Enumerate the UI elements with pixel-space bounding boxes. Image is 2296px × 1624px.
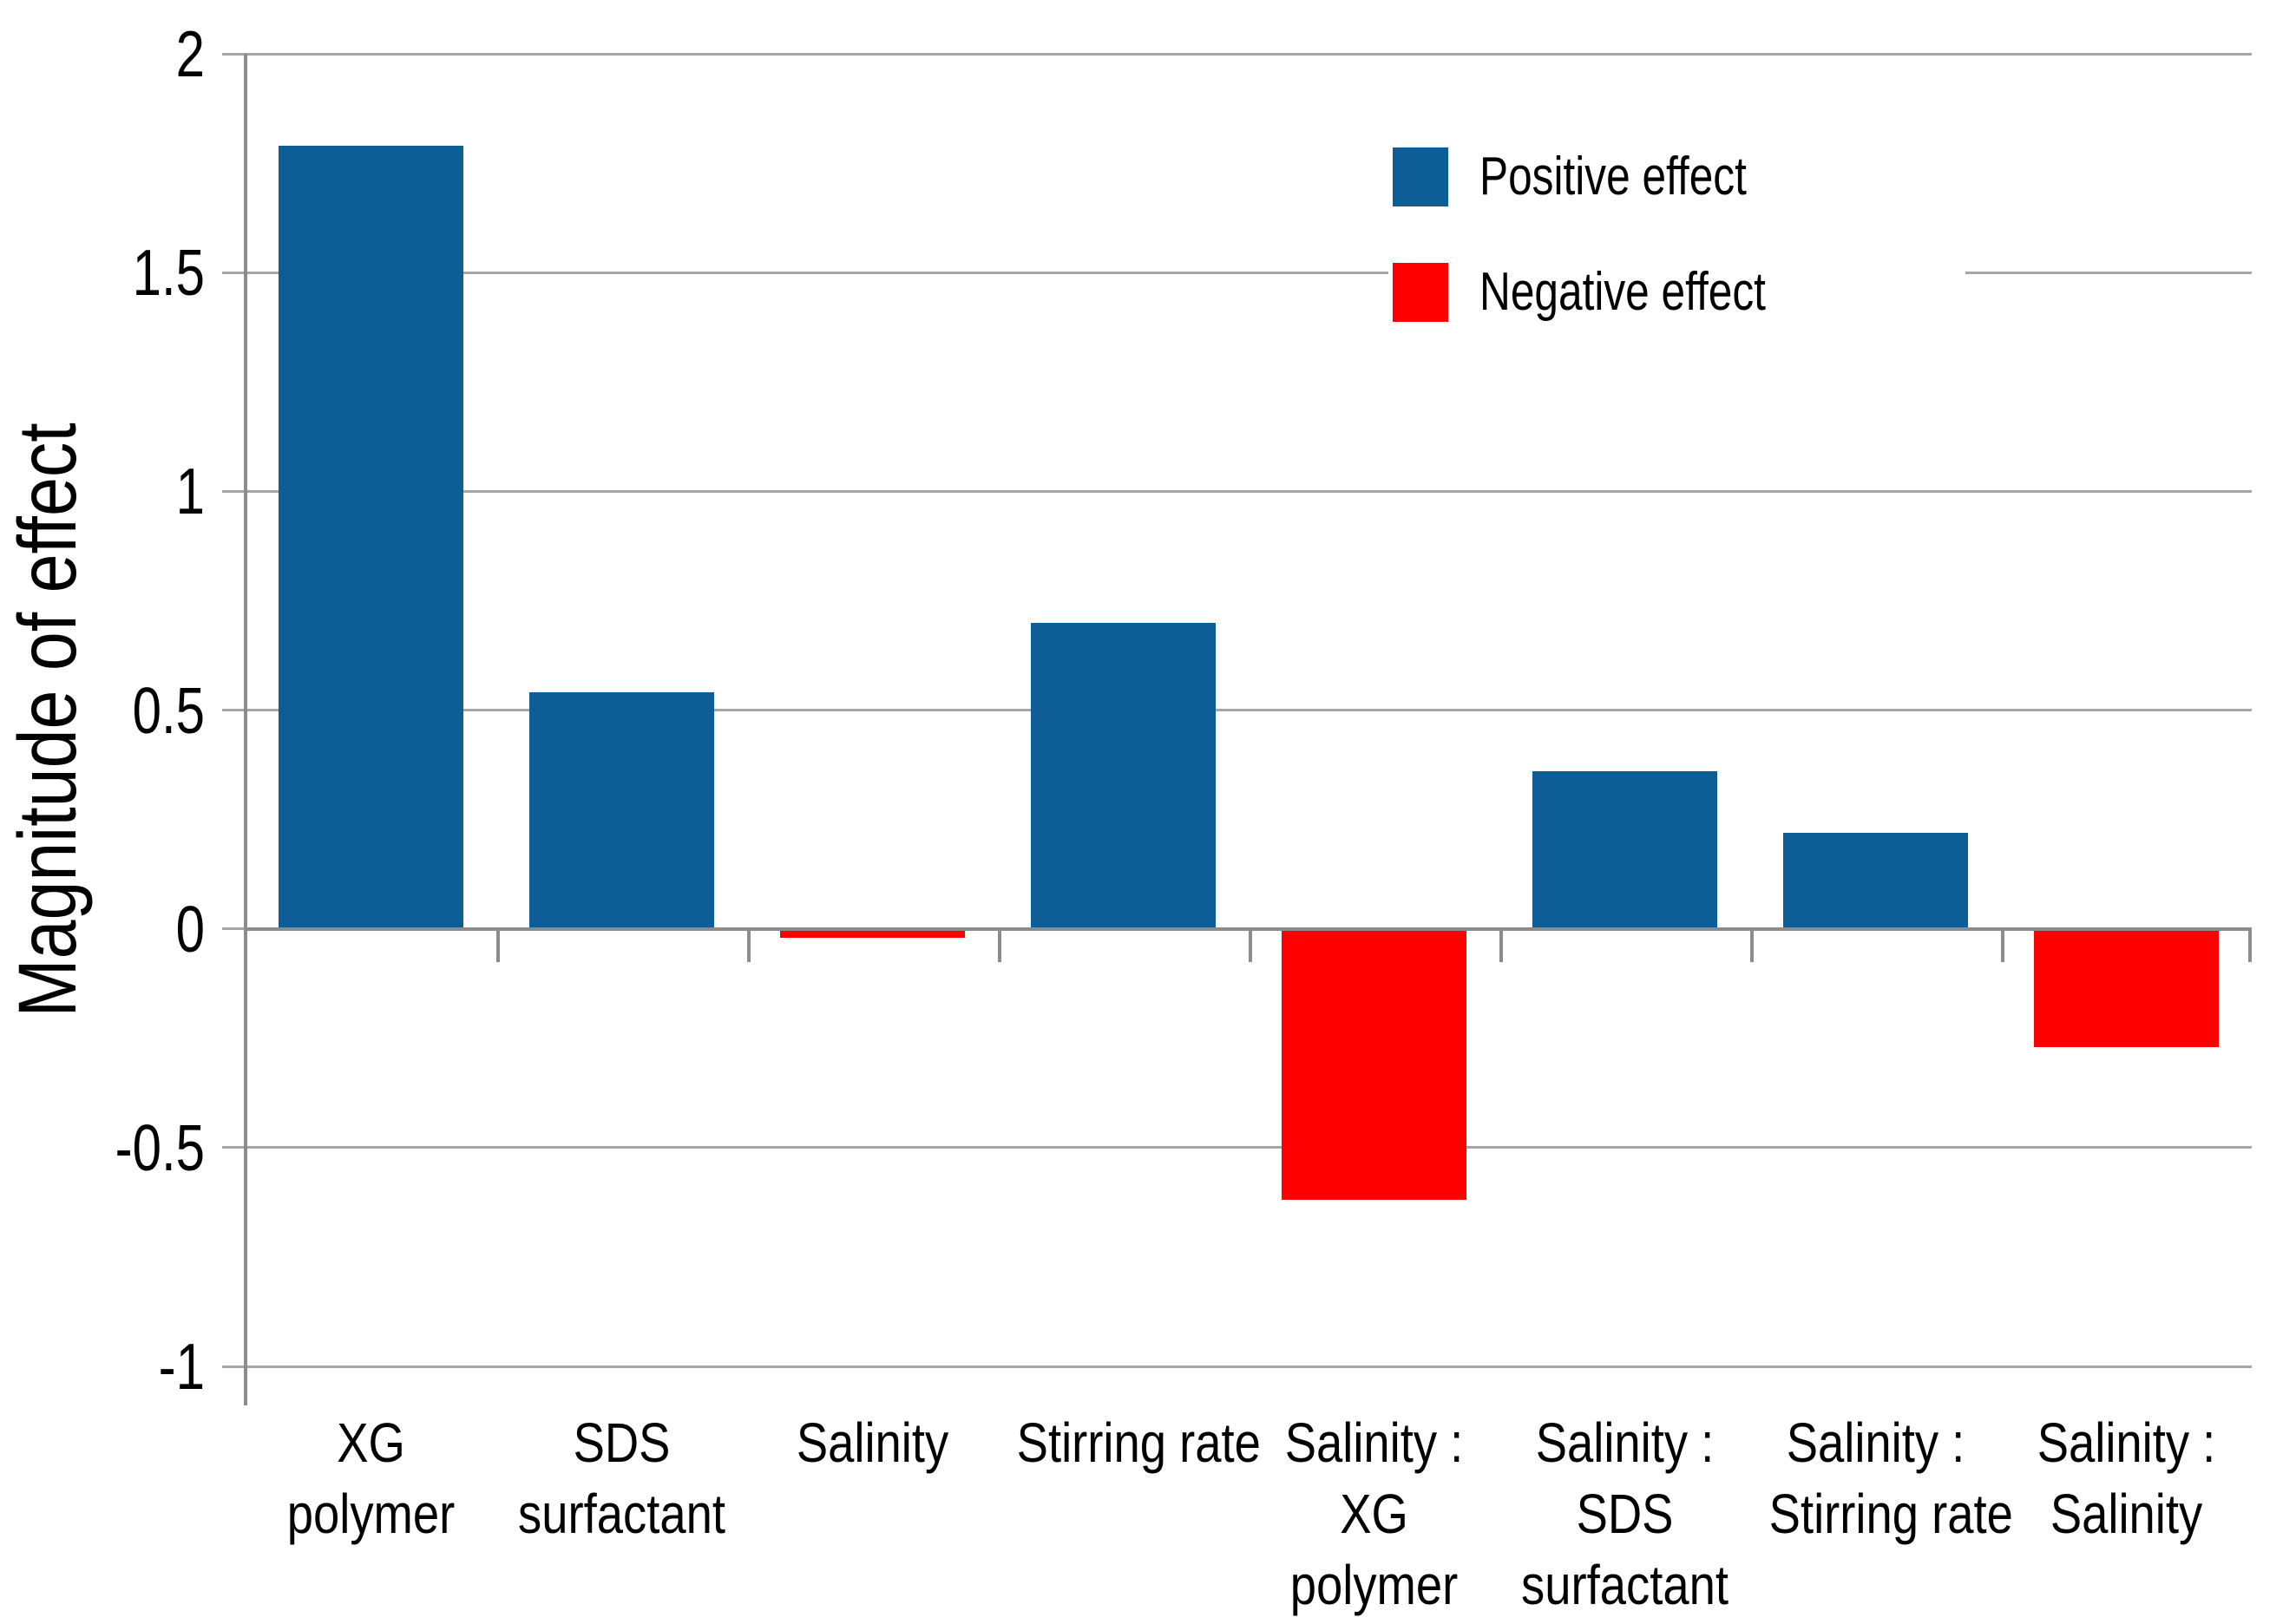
x-axis-tick (496, 928, 500, 962)
x-axis-tick (747, 928, 751, 962)
bar-salinity (780, 928, 965, 938)
x-category-label: XG polymer (265, 1407, 478, 1549)
gridline-y-2 (222, 52, 2252, 56)
x-category-label-line: Salinity : (2037, 1411, 2216, 1474)
gridline-y--1 (222, 1365, 2252, 1368)
x-category-label-line: Salinity : (1284, 1411, 1464, 1474)
legend-swatch-positive-effect (1393, 147, 1448, 206)
y-axis-line (244, 54, 247, 1405)
legend-swatch-negative-effect (1393, 263, 1448, 322)
x-category-label: Salinity : Stirring rate (1768, 1407, 2013, 1549)
x-category-label: Salinity (766, 1407, 980, 1478)
x-axis-tick (2248, 928, 2252, 962)
x-category-label-line: Stirring rate (1016, 1411, 1261, 1474)
x-category-label-line: Salinity (796, 1411, 949, 1474)
gridline-y-0.5 (222, 709, 2252, 711)
x-category-label-line: SDS (1576, 1483, 1674, 1545)
y-tick-label: -0.5 (115, 1110, 205, 1184)
bar-salinity-xg-polymer (1282, 928, 1466, 1201)
y-tick-label: 0 (175, 892, 205, 966)
bar-stirring-rate (1031, 622, 1216, 929)
gridline-y-1 (222, 489, 2252, 493)
x-category-label-line: Salinity : (1786, 1411, 1965, 1474)
x-category-label: Stirring rate (1016, 1407, 1261, 1478)
x-axis-tick (1499, 928, 1503, 962)
y-tick-label: 0.5 (132, 673, 205, 747)
x-axis-tick (2001, 928, 2004, 962)
legend-label-negative-effect: Negative effect (1479, 262, 1766, 322)
legend: Positive effect Negative effect (1388, 128, 1965, 341)
x-category-label: Salinity : XG polymer (1268, 1407, 1481, 1621)
x-category-label-line: Salinity (2050, 1483, 2203, 1545)
bar-salinity-sds-surfactant (1532, 771, 1717, 929)
x-axis-tick (1249, 928, 1252, 962)
bar-sds-surfactant (529, 692, 714, 929)
x-category-label-line: Salinity : (1535, 1411, 1715, 1474)
x-category-label-line: polymer (1289, 1554, 1459, 1616)
bar-salinity-salinity (2034, 928, 2219, 1047)
y-axis-title: Magnitude of effect (2, 422, 94, 1018)
x-category-label-line: XG (1340, 1483, 1408, 1545)
bar-salinity-stirring-rate (1783, 832, 1968, 929)
x-category-label: SDS surfactant (515, 1407, 729, 1549)
x-category-label-line: surfactant (518, 1483, 725, 1545)
y-tick-label: 2 (175, 17, 205, 90)
legend-item-negative: Negative effect (1393, 263, 1837, 322)
legend-label-positive-effect: Positive effect (1479, 147, 1747, 206)
x-category-label: Salinity : SDS surfactant (1519, 1407, 1732, 1621)
x-category-label-line: SDS (573, 1411, 671, 1474)
y-tick-label: -1 (158, 1330, 205, 1403)
y-tick-label: 1.5 (132, 236, 205, 310)
x-category-label-line: surfactant (1521, 1554, 1729, 1616)
x-category-label-line: polymer (286, 1483, 456, 1545)
x-category-label-line: Stirring rate (1768, 1483, 2013, 1545)
x-axis-tick (1750, 928, 1754, 962)
bar-xg-polymer (279, 145, 463, 929)
x-axis-tick (998, 928, 1001, 962)
legend-item-positive: Positive effect (1393, 147, 1814, 206)
y-tick-label: 1 (175, 455, 205, 528)
x-category-label-line: XG (337, 1411, 405, 1474)
x-category-label: Salinity : Salinity (2020, 1407, 2234, 1549)
gridline-y--0.5 (222, 1146, 2252, 1149)
gridline-y-1.5 (222, 271, 2252, 274)
